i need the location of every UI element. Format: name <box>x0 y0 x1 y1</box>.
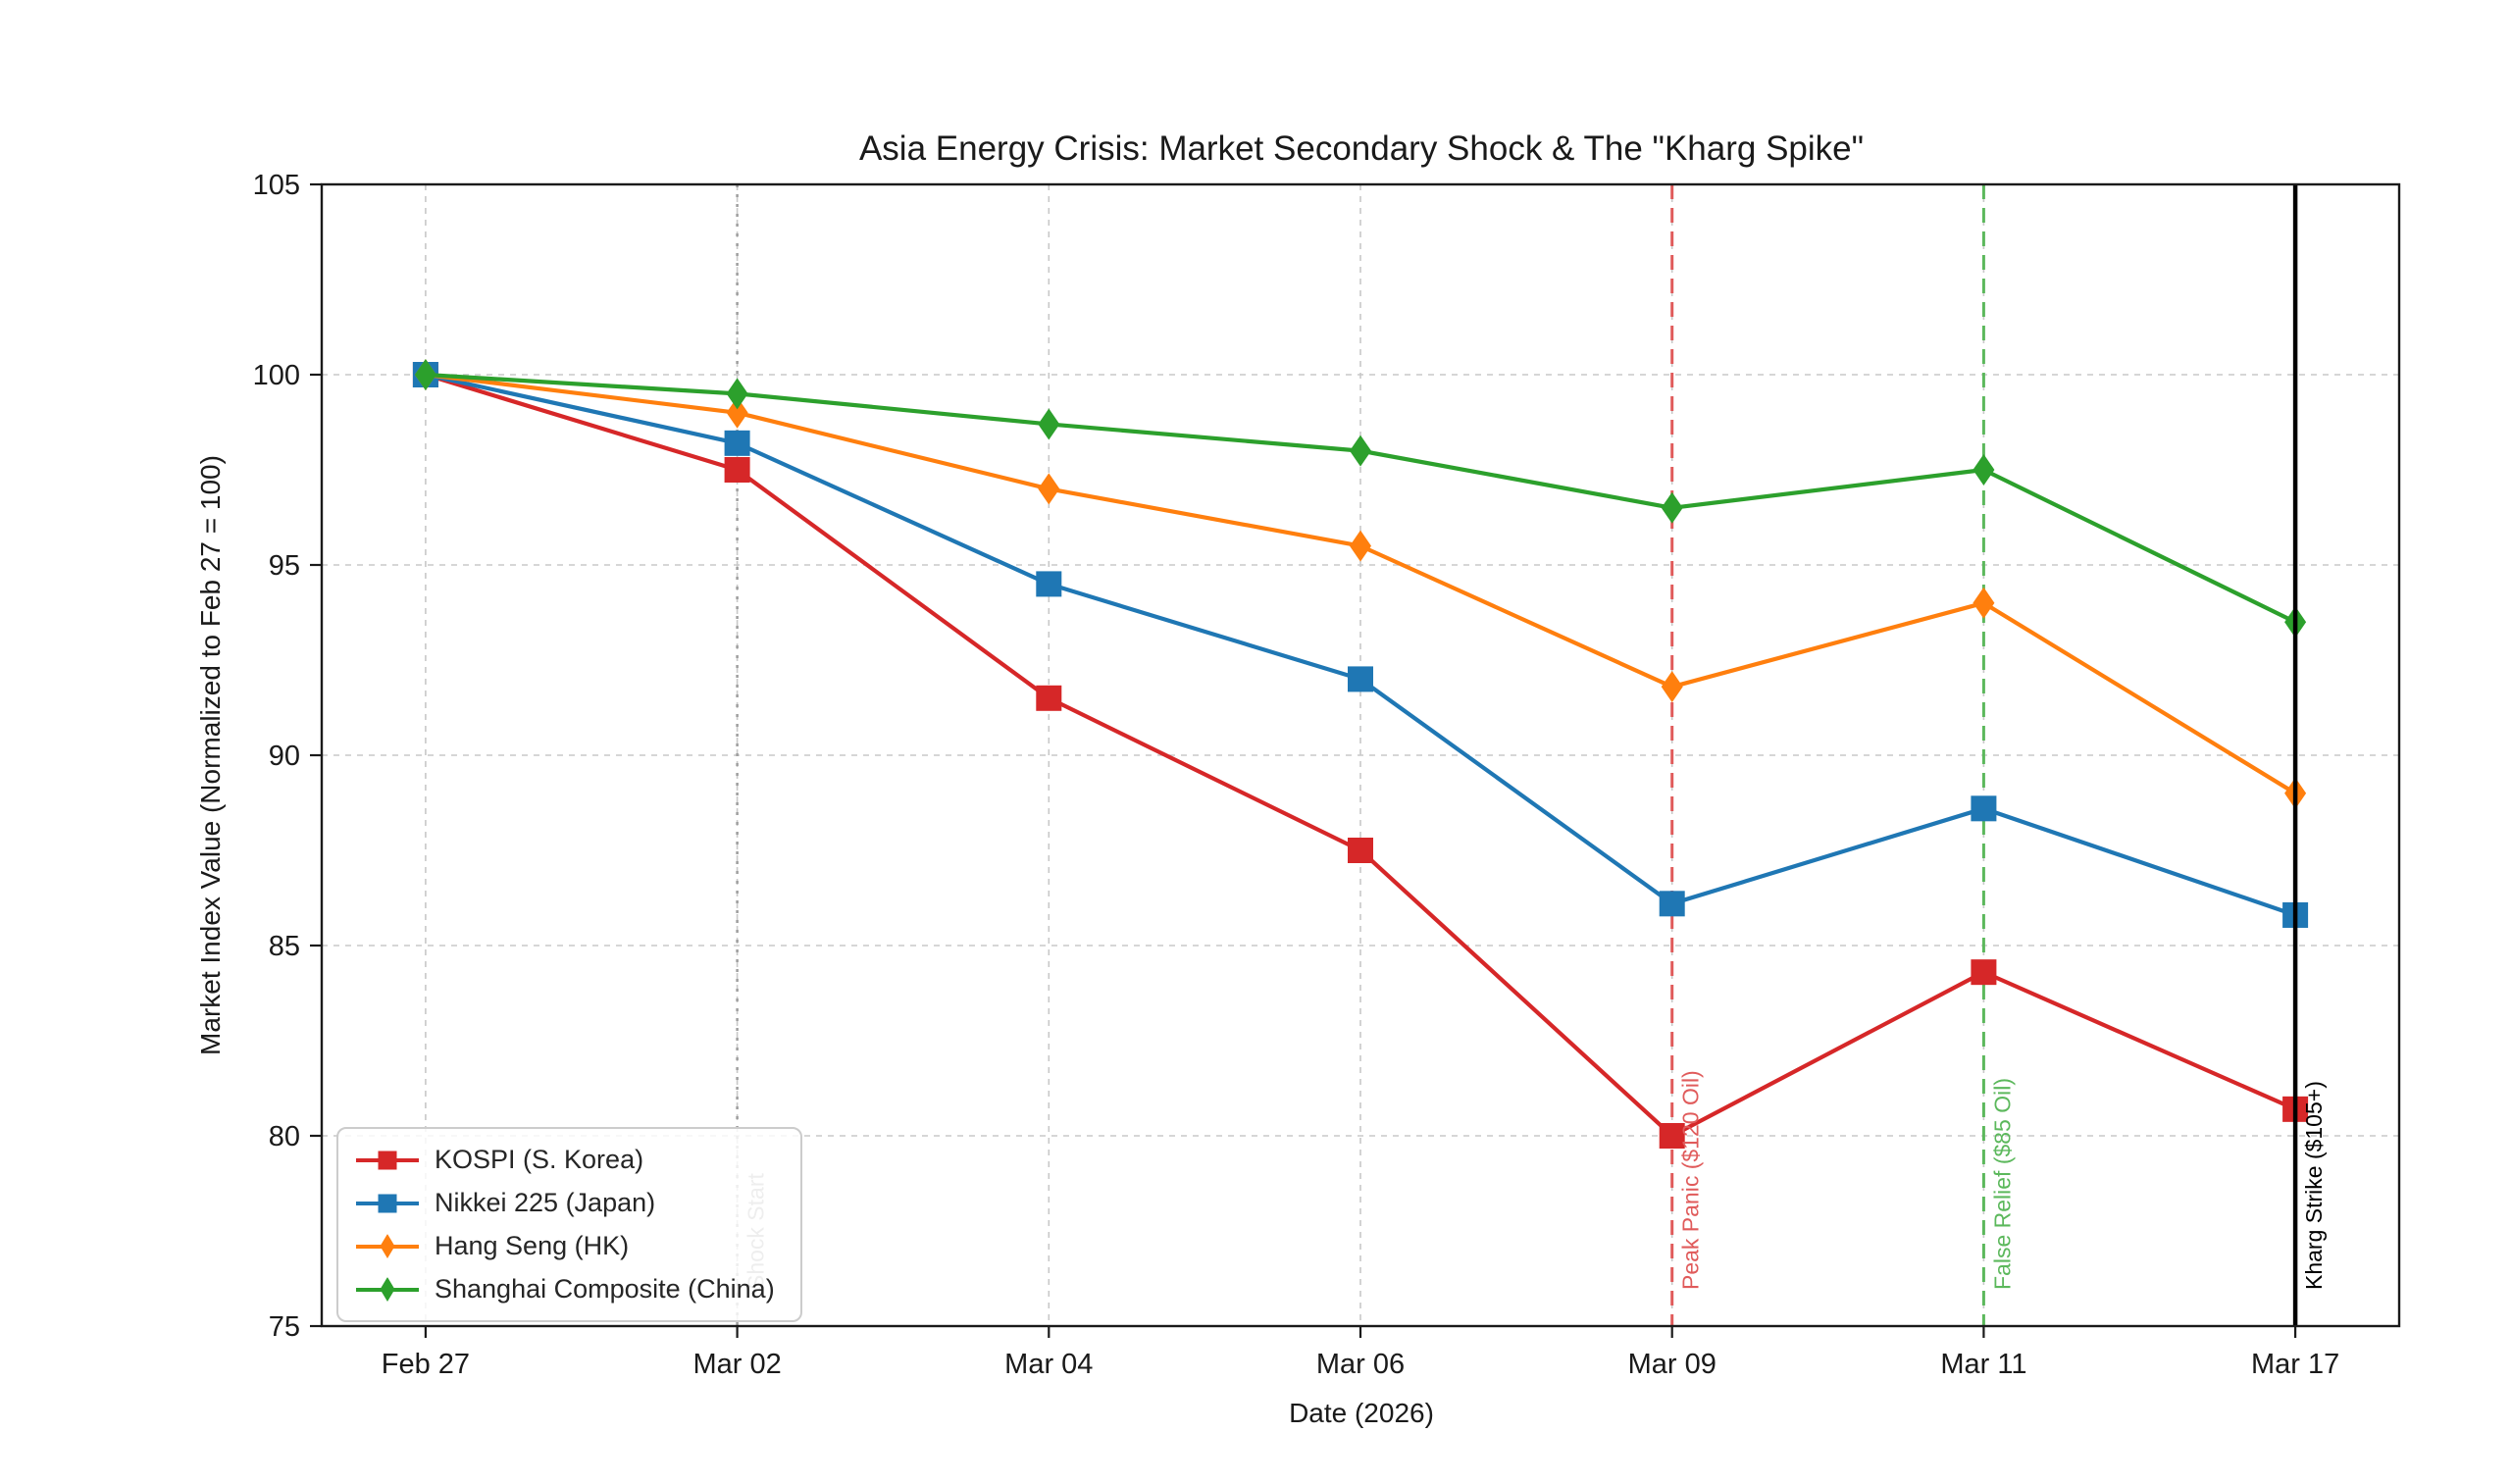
data-point-marker <box>1973 587 1995 619</box>
data-point-marker <box>1350 530 1371 562</box>
legend-item: KOSPI (S. Korea) <box>356 1145 775 1175</box>
data-point-marker <box>1661 491 1683 524</box>
x-tick-label: Mar 09 <box>1628 1349 1717 1380</box>
data-point-marker <box>1971 959 1997 986</box>
legend-label: Hang Seng (HK) <box>435 1231 630 1260</box>
data-point-marker <box>726 378 748 410</box>
data-point-marker <box>1971 795 1997 822</box>
y-tick-label: 95 <box>269 550 300 582</box>
event-label: False Relief ($85 Oil) <box>1989 1078 2015 1290</box>
data-point-marker <box>1348 666 1373 692</box>
y-tick-label: 90 <box>269 741 300 772</box>
x-axis-label: Date (2026) <box>1289 1398 1434 1428</box>
y-tick-label: 85 <box>269 931 300 962</box>
x-tick-label: Mar 11 <box>1940 1349 2026 1380</box>
event-label: Kharg Strike ($105+) <box>2301 1081 2327 1290</box>
axis-ticks <box>310 182 2297 1338</box>
legend-swatch <box>356 1232 419 1261</box>
legend-label: Nikkei 225 (Japan) <box>435 1188 656 1217</box>
legend-swatch <box>356 1146 419 1175</box>
legend-marker-square <box>378 1151 397 1169</box>
legend-marker-diamond <box>380 1234 395 1258</box>
legend-marker-square <box>378 1194 397 1212</box>
y-tick-label: 75 <box>269 1311 300 1343</box>
y-tick-label: 80 <box>269 1121 300 1152</box>
data-point-marker <box>1661 671 1683 703</box>
legend-item: Hang Seng (HK) <box>356 1231 775 1261</box>
legend-swatch <box>356 1275 419 1305</box>
chart-title: Asia Energy Crisis: Market Secondary Sho… <box>858 129 1865 168</box>
data-point-marker <box>724 430 750 456</box>
x-tick-label: Mar 17 <box>2251 1349 2339 1380</box>
data-point-marker <box>1350 435 1371 467</box>
legend-label: Shanghai Composite (China) <box>435 1274 775 1304</box>
data-point-marker <box>726 396 748 429</box>
event-label: Peak Panic ($120 Oil) <box>1678 1070 1704 1290</box>
legend-marker-diamond <box>380 1277 395 1302</box>
x-tick-label: Feb 27 <box>382 1349 470 1380</box>
legend-label: KOSPI (S. Korea) <box>435 1145 644 1174</box>
data-point-marker <box>1038 473 1060 505</box>
tick-labels: 75 80 85 90 95 100 105 Feb 27 Mar 02 Mar 04 Mar 06… <box>253 170 2340 1380</box>
data-point-marker <box>1973 454 1995 486</box>
event-labels: Shock StartPeak Panic ($120 Oil)False Re… <box>743 1070 2328 1290</box>
legend: KOSPI (S. Korea) Nikkei 225 (Japan) Hang S… <box>336 1127 802 1322</box>
data-point-marker <box>1038 408 1060 440</box>
legend-item: Shanghai Composite (China) <box>356 1274 775 1305</box>
data-point-marker <box>1348 838 1373 863</box>
y-tick-label: 105 <box>253 170 300 201</box>
x-tick-label: Mar 06 <box>1316 1349 1405 1380</box>
x-tick-label: Mar 04 <box>1004 1349 1093 1380</box>
data-point-marker <box>724 457 750 483</box>
legend-item: Nikkei 225 (Japan) <box>356 1188 775 1218</box>
data-point-marker <box>414 359 436 390</box>
data-point-marker <box>1659 891 1685 917</box>
data-point-marker <box>1036 571 1062 597</box>
data-point-marker <box>1036 685 1062 711</box>
x-tick-label: Mar 02 <box>692 1349 781 1380</box>
data-point-marker <box>1659 1123 1685 1149</box>
y-tick-label: 100 <box>253 360 300 391</box>
legend-swatch <box>356 1189 419 1218</box>
